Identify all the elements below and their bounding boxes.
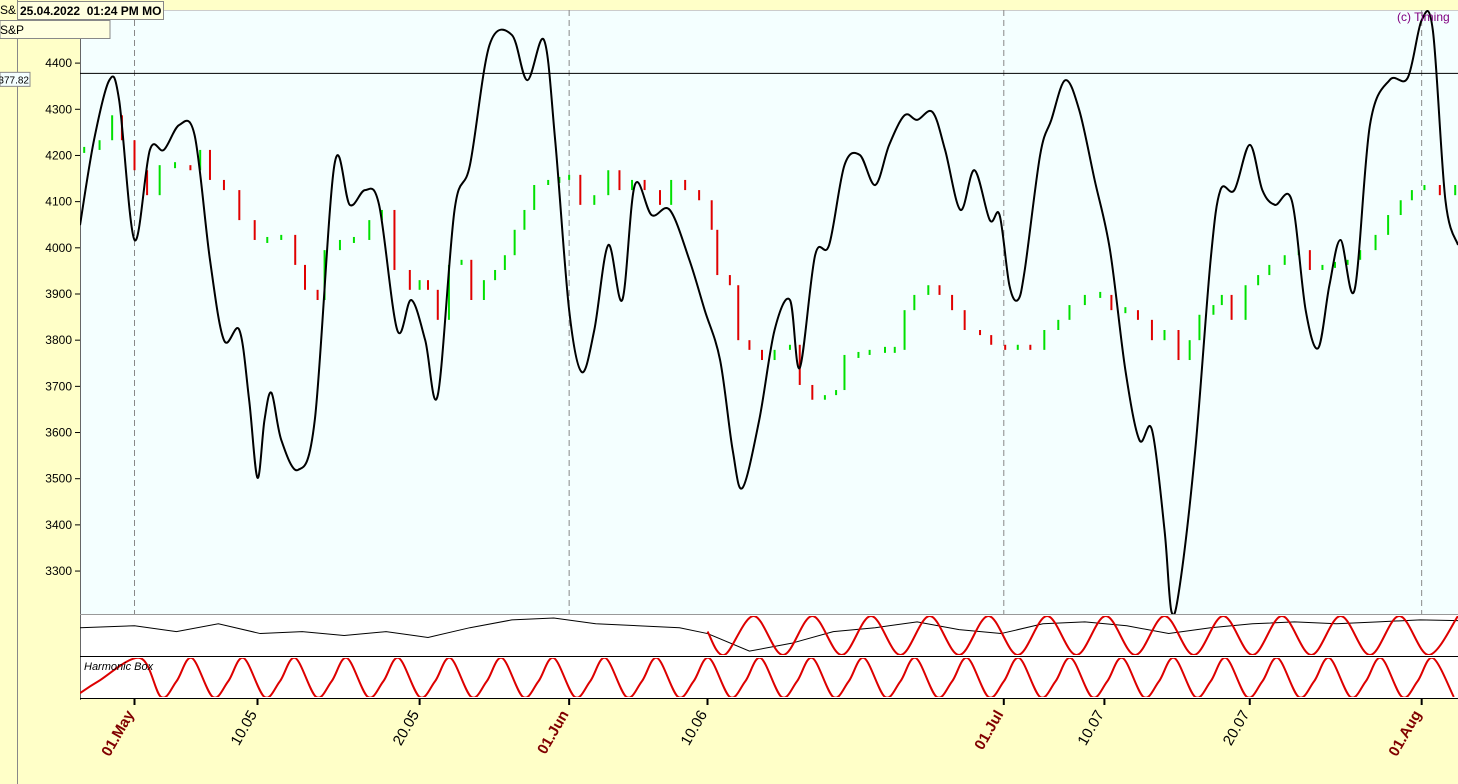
y-tick-label: 4300 xyxy=(45,102,72,116)
y-tick-label: 3600 xyxy=(45,426,72,440)
series-line xyxy=(80,617,1458,652)
y-tick-label: 4200 xyxy=(45,148,72,162)
symbol-box xyxy=(0,20,111,39)
copyright: (c) Timing xyxy=(1397,10,1450,24)
y-tick-label: 3400 xyxy=(45,518,72,532)
y-tick-label: 3500 xyxy=(45,472,72,486)
plot-layer: 3300 3400 3500 3600 3700 3800 3900 4000 4100 4200… xyxy=(0,10,1458,759)
symbol-label: S&P xyxy=(0,23,24,37)
panel-0 xyxy=(80,10,1458,614)
panel-2 xyxy=(80,658,1455,697)
y-tick-label: 3900 xyxy=(45,287,72,301)
y-tick-label: 3700 xyxy=(45,379,72,393)
series-line xyxy=(80,658,1455,697)
reference-label-box xyxy=(0,71,31,87)
y-tick-label: 3800 xyxy=(45,333,72,347)
y-tick-label: 4100 xyxy=(45,195,72,209)
datetime-label: 25.04.2022 01:24 PM MO xyxy=(20,4,161,18)
y-tick-label: 4400 xyxy=(45,56,72,70)
y-tick-label: 4000 xyxy=(45,241,72,255)
y-tick-label: 3300 xyxy=(45,564,72,578)
datetime-box xyxy=(17,1,164,20)
main-panel xyxy=(80,10,1458,614)
reference-label: 4377.82 xyxy=(0,75,29,86)
panel-1 xyxy=(80,616,1458,655)
panel-title: Harmonic Box xyxy=(84,661,154,673)
series-line xyxy=(80,10,1458,614)
series-line xyxy=(706,616,1458,655)
